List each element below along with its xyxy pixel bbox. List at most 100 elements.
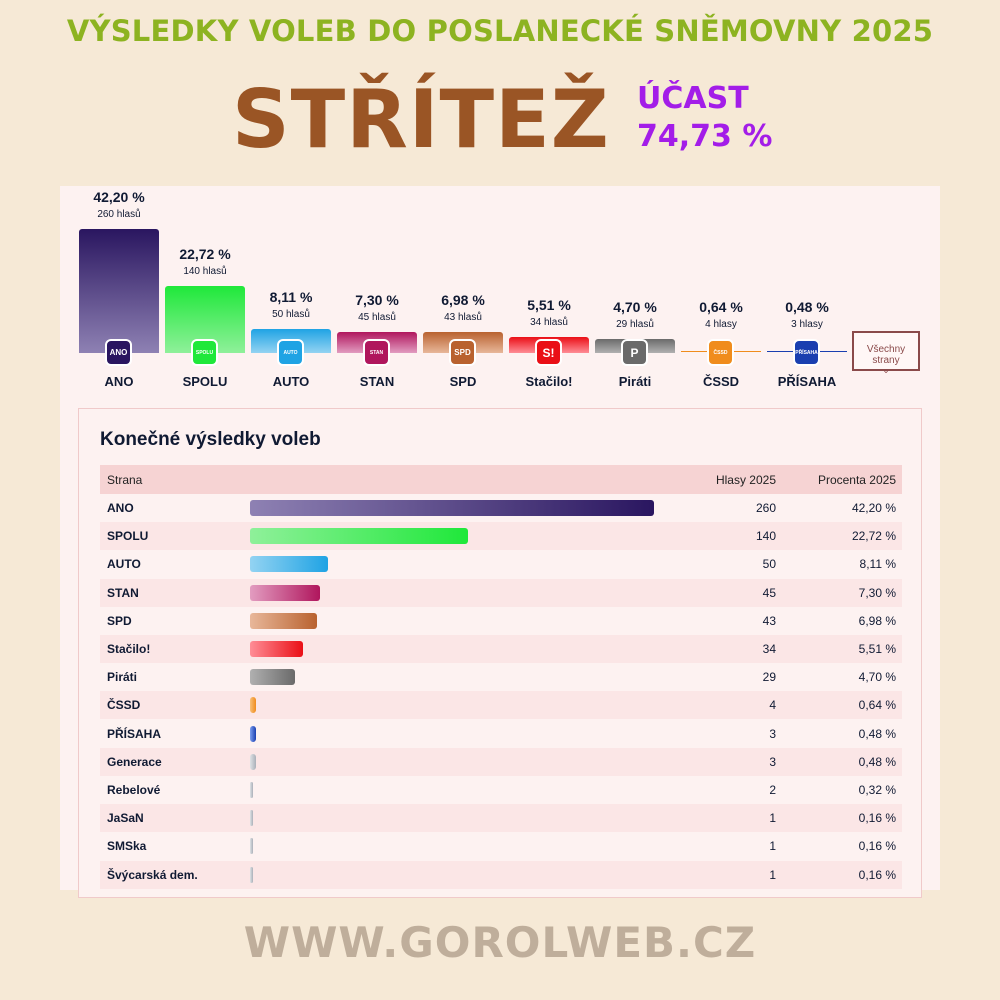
row-party-name: Stačilo! xyxy=(107,642,151,656)
top-votes-stacilo: 34 hlasů xyxy=(530,316,568,328)
row-bar-prisaha xyxy=(250,725,256,742)
row-bar-svycarska-dem xyxy=(250,866,253,883)
all-parties-label: Všechny strany xyxy=(866,344,906,366)
results-panel: 42,20 % 260 hlasů ANO ANO 22,72 % 140 hlasů SP… xyxy=(60,186,940,898)
top-party-name-prisaha: PŘÍSAHA xyxy=(777,374,837,389)
top-votes-prisaha: 3 hlasy xyxy=(791,319,823,330)
row-bar-cssd xyxy=(250,697,257,714)
row-votes: 3 xyxy=(769,754,776,769)
table-row: ANO 260 42,20 % xyxy=(100,494,902,522)
top-bar-chart: 42,20 % 260 hlasů ANO ANO 22,72 % 140 hlasů SP… xyxy=(60,186,940,396)
turnout: ÚČAST 74,73 % xyxy=(637,80,772,156)
row-bar-smska xyxy=(250,838,253,855)
table-row: SPOLU 140 22,72 % xyxy=(100,522,902,551)
table-row: JaSaN 1 0,16 % xyxy=(100,804,902,833)
row-bar-ano xyxy=(250,500,654,516)
chevron-down-icon: ⌄ xyxy=(882,365,890,375)
town-name: STŘÍTEŽ xyxy=(232,73,610,166)
top-party-name-spolu: SPOLU xyxy=(182,374,228,389)
party-logo-text: SPOLU xyxy=(195,349,214,356)
row-party-name: SPD xyxy=(107,613,132,628)
row-percent: 0,16 % xyxy=(858,811,896,826)
row-party-name: SPOLU xyxy=(107,529,149,544)
row-percent: 0,16 % xyxy=(858,867,896,882)
top-percent-spd: 6,98 % xyxy=(441,292,485,309)
party-logo-text: S! xyxy=(542,345,555,360)
party-logo-text: SPD xyxy=(454,348,471,357)
top-col-stacilo: 5,51 % 34 hlasů S! Stačilo! xyxy=(509,186,589,396)
top-percent-auto: 8,11 % xyxy=(269,289,313,306)
row-percent: 7,30 % xyxy=(858,585,896,600)
row-votes: 1 xyxy=(769,811,776,826)
footer-website: WWW.GOROLWEB.CZ xyxy=(243,918,757,967)
row-votes: 260 xyxy=(755,501,776,515)
row-percent: 0,16 % xyxy=(858,839,896,854)
party-logo-text: PŘÍSAHA xyxy=(795,349,818,356)
top-party-name-stan: STAN xyxy=(359,374,395,389)
table-row: PŘÍSAHA 3 0,48 % xyxy=(100,720,902,748)
final-results-card: Konečné výsledky voleb Strana Hlasy 2025… xyxy=(78,408,922,898)
table-row: Rebelové 2 0,32 % xyxy=(100,776,902,804)
turnout-value: 74,73 % xyxy=(637,119,773,154)
table-row: Piráti 29 4,70 % xyxy=(100,663,902,691)
turnout-label: ÚČAST xyxy=(637,81,749,116)
row-party-name: Piráti xyxy=(107,670,138,685)
top-votes-spd: 43 hlasů xyxy=(444,312,482,324)
row-party-name: STAN xyxy=(107,585,139,600)
all-parties-button[interactable]: Všechny strany ⌄ xyxy=(852,331,920,375)
top-col-cssd: 0,64 % 4 hlasy ČSSD ČSSD xyxy=(681,186,761,396)
top-party-name-pirati: Piráti xyxy=(618,374,652,389)
row-party-name: JaSaN xyxy=(107,811,144,826)
row-votes: 2 xyxy=(769,783,776,797)
top-party-name-auto: AUTO xyxy=(272,374,310,389)
row-party-name: Švýcarská dem. xyxy=(107,867,198,882)
party-logo-icon: SPD xyxy=(449,339,476,366)
row-votes: 3 xyxy=(769,726,776,741)
party-logo-icon: SPOLU xyxy=(191,339,218,366)
row-party-name: ČSSD xyxy=(107,698,141,713)
top-votes-cssd: 4 hlasy xyxy=(705,319,737,330)
row-votes: 1 xyxy=(769,839,776,854)
top-percent-ano: 42,20 % xyxy=(93,189,145,205)
row-bar-spd xyxy=(250,612,317,629)
row-bar-auto xyxy=(250,556,328,573)
row-party-name: PŘÍSAHA xyxy=(107,726,162,741)
table-row: ČSSD 4 0,64 % xyxy=(100,691,902,720)
row-percent: 0,32 % xyxy=(858,783,896,797)
table-row: AUTO 50 8,11 % xyxy=(100,550,902,578)
top-col-prisaha: 0,48 % 3 hlasy PŘÍSAHA PŘÍSAHA xyxy=(767,186,847,396)
top-col-pirati: 4,70 % 29 hlasů P Piráti xyxy=(595,186,675,396)
top-bar-ano xyxy=(79,229,159,353)
header-votes: Hlasy 2025 xyxy=(715,473,776,487)
row-votes: 43 xyxy=(762,613,776,628)
top-col-spd: 6,98 % 43 hlasů SPD SPD xyxy=(423,186,503,396)
row-votes: 29 xyxy=(762,670,776,685)
row-party-name: Generace xyxy=(107,754,162,769)
party-logo-icon: STAN xyxy=(363,339,390,366)
header-percent: Procenta 2025 xyxy=(817,473,896,487)
row-votes: 4 xyxy=(769,698,776,713)
row-bar-jasan xyxy=(250,810,253,827)
row-percent: 22,72 % xyxy=(851,529,896,544)
row-percent: 4,70 % xyxy=(858,670,896,685)
top-percent-pirati: 4,70 % xyxy=(613,299,657,316)
top-votes-auto: 50 hlasů xyxy=(272,309,310,321)
table-row: STAN 45 7,30 % xyxy=(100,578,902,607)
table-row: SMSka 1 0,16 % xyxy=(100,832,902,860)
row-votes: 34 xyxy=(762,642,776,656)
row-bar-stacilo xyxy=(250,641,303,657)
top-votes-stan: 45 hlasů xyxy=(358,311,396,323)
party-logo-icon: P xyxy=(621,339,648,366)
main-heading: VÝSLEDKY VOLEB DO POSLANECKÉ SNĚMOVNY 20… xyxy=(66,14,934,48)
top-party-name-ano: ANO xyxy=(104,374,134,389)
party-logo-icon: S! xyxy=(535,339,562,366)
party-logo-text: AUTO xyxy=(283,349,298,356)
row-votes: 50 xyxy=(762,557,776,572)
row-percent: 0,64 % xyxy=(858,698,896,713)
top-percent-prisaha: 0,48 % xyxy=(785,299,829,315)
top-percent-stan: 7,30 % xyxy=(355,291,399,308)
row-party-name: AUTO xyxy=(107,557,141,572)
table-row: Švýcarská dem. 1 0,16 % xyxy=(100,860,902,889)
card-title: Konečné výsledky voleb xyxy=(100,429,321,450)
row-percent: 0,48 % xyxy=(858,726,896,741)
